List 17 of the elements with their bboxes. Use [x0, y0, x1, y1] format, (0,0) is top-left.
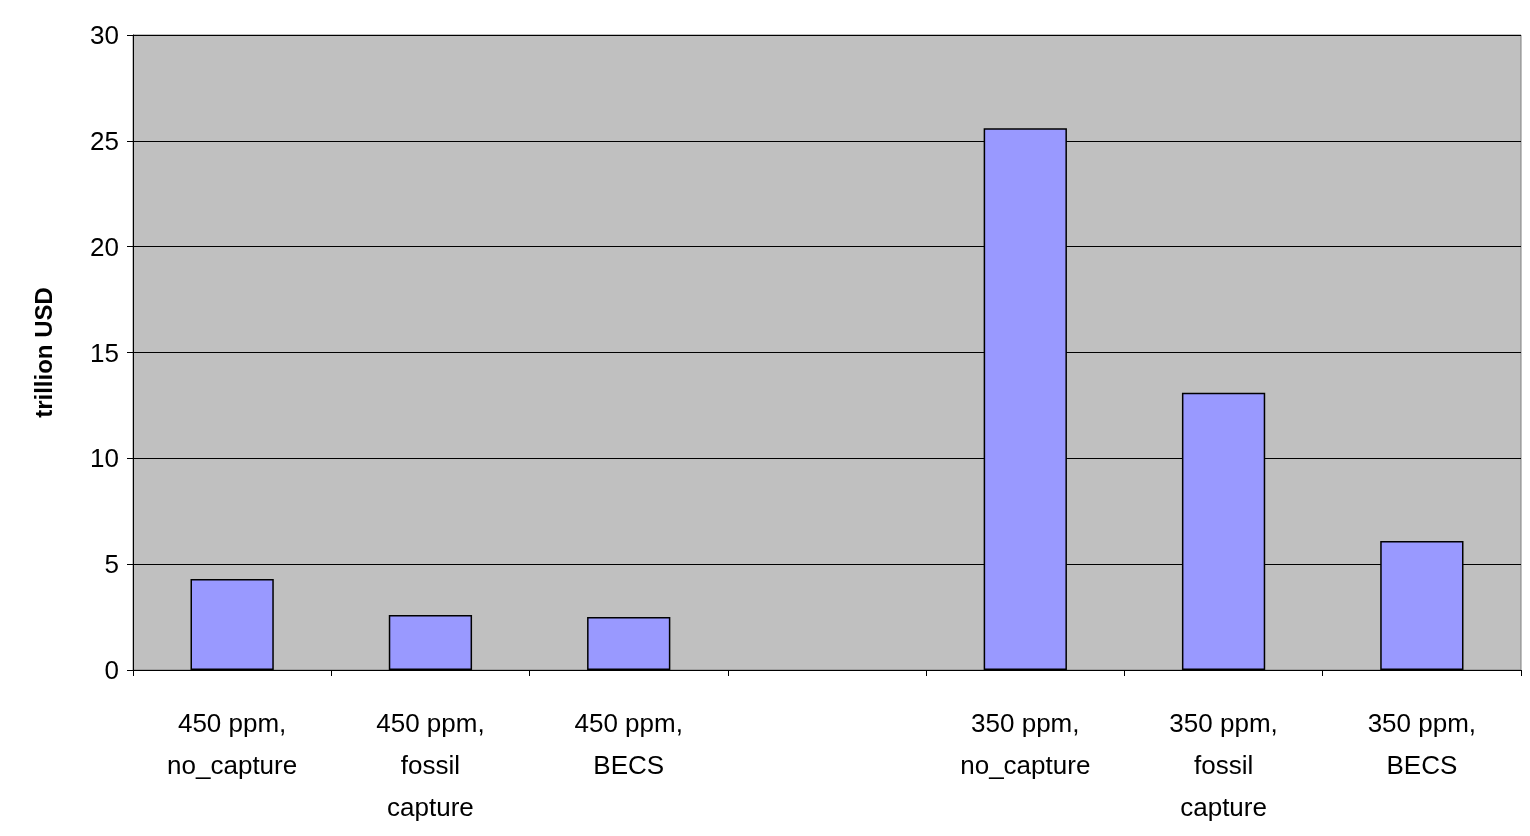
y-tick-label: 30: [90, 20, 119, 50]
y-tick-label: 5: [104, 549, 119, 580]
x-tick-label: 450 ppm, no_capture: [167, 708, 298, 780]
y-tick-label: 20: [90, 231, 119, 262]
x-tick-label: 450 ppm, BECS: [574, 708, 683, 780]
y-tick-label: 10: [90, 443, 119, 474]
x-tick-label: 350 ppm, BECS: [1367, 708, 1477, 780]
x-tick-label: 450 ppm, fossil capture: [376, 708, 485, 822]
x-tick-label: 350 ppm, no_capture: [960, 708, 1091, 780]
y-tick-label: 25: [90, 125, 119, 156]
bar: [190, 578, 274, 670]
bar: [587, 617, 671, 670]
y-axis-title: trillion USD: [29, 287, 57, 418]
y-tick-label: 15: [90, 337, 119, 368]
bar: [388, 614, 473, 670]
x-tick-label: 350 ppm, fossil capture: [1169, 708, 1278, 822]
y-tick-label: 0: [104, 655, 119, 685]
